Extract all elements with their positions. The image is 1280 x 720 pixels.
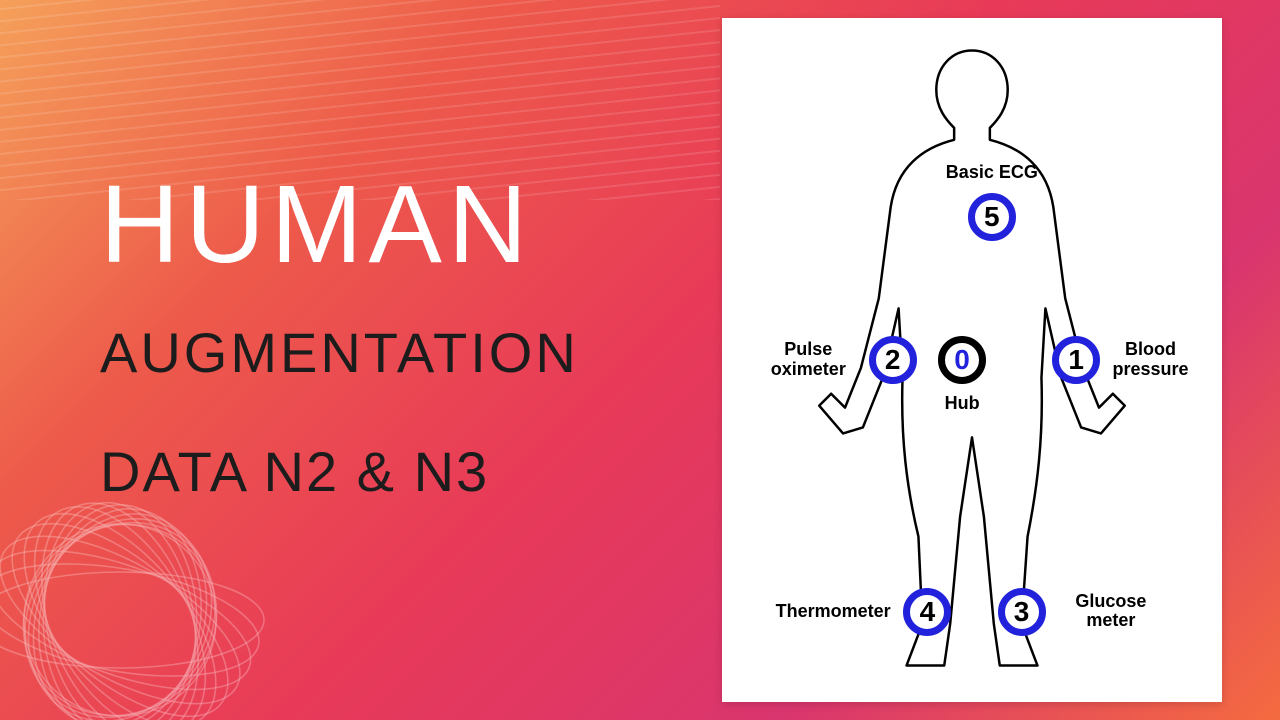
sensor-node-0: 0: [938, 336, 986, 384]
sensor-label-1: Blood pressure: [1113, 340, 1189, 380]
title-line-3: DATA N2 & N3: [100, 439, 620, 504]
sensor-node-4: 4: [903, 588, 951, 636]
title-block: HUMAN AUGMENTATION DATA N2 & N3: [100, 170, 620, 504]
sensor-node-5: 5: [968, 193, 1016, 241]
title-line-1: HUMAN: [100, 170, 620, 280]
sensor-label-4: Thermometer: [776, 602, 891, 622]
sensor-node-3: 3: [998, 588, 1046, 636]
title-line-2: AUGMENTATION: [100, 320, 620, 385]
sensor-node-2: 2: [869, 336, 917, 384]
sensor-label-3: Glucose meter: [1075, 592, 1146, 632]
sensor-label-2: Pulse oximeter: [771, 340, 846, 380]
sensor-label-5: Basic ECG: [946, 163, 1038, 183]
body-diagram: 5 Basic ECG 2 Pulse oximeter 0 Hub 1 Blood pres…: [724, 20, 1220, 700]
sensor-node-1: 1: [1052, 336, 1100, 384]
slide: HUMAN AUGMENTATION DATA N2 & N3 5 Basic E…: [0, 0, 1280, 720]
body-diagram-card: 5 Basic ECG 2 Pulse oximeter 0 Hub 1 Blood pres…: [722, 18, 1222, 702]
sensor-label-0: Hub: [945, 394, 980, 414]
